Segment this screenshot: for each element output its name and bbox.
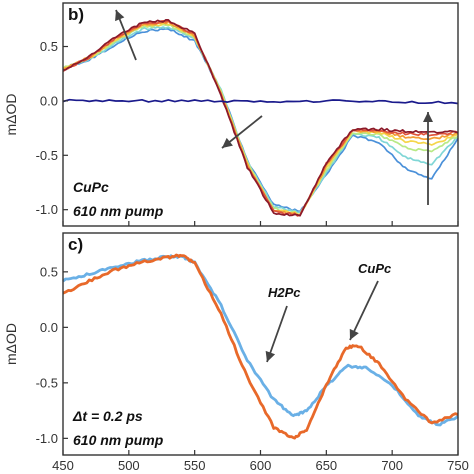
y-axis-label: mΔOD bbox=[3, 93, 19, 135]
panel-label: b) bbox=[68, 5, 84, 24]
series-label-cupc: CuPc bbox=[358, 261, 392, 276]
y-tick-label: 0.5 bbox=[40, 264, 58, 279]
y-tick-label: 0.5 bbox=[40, 39, 58, 54]
x-tick-label: 500 bbox=[118, 458, 140, 473]
x-tick-label: 750 bbox=[447, 458, 469, 473]
series-line-4 bbox=[63, 23, 458, 215]
series-label-h2pc: H2Pc bbox=[268, 285, 301, 300]
annotation-text: CuPc bbox=[73, 179, 109, 195]
x-tick-label: 550 bbox=[184, 458, 206, 473]
y-tick-label: -0.5 bbox=[36, 375, 58, 390]
y-tick-label: -0.5 bbox=[36, 148, 58, 163]
x-tick-label: 450 bbox=[52, 458, 74, 473]
y-tick-label: 0.0 bbox=[40, 320, 58, 335]
series-line-5 bbox=[63, 21, 458, 215]
y-tick-label: -1.0 bbox=[36, 431, 58, 446]
series-line-8 bbox=[63, 100, 458, 104]
panel-b: 0.5 0.0 -0.5 -1.0 mΔOD b) CuPc 610 nm pump bbox=[3, 3, 458, 226]
panel-label: c) bbox=[68, 235, 83, 254]
annotation-text: 610 nm pump bbox=[73, 432, 164, 448]
x-tick-label: 700 bbox=[381, 458, 403, 473]
x-tick-label: 600 bbox=[250, 458, 272, 473]
panel-c: 0.5 0.0 -0.5 -1.0 450 500 550 600 650 700 750 mΔOD c… bbox=[3, 233, 469, 473]
y-axis-label: mΔOD bbox=[3, 323, 19, 365]
y-tick-label: 0.0 bbox=[40, 93, 58, 108]
annotation-text: 610 nm pump bbox=[73, 203, 164, 219]
x-tick-label: 650 bbox=[315, 458, 337, 473]
annotation-text: Δt = 0.2 ps bbox=[72, 408, 143, 424]
trend-arrow-fall-head bbox=[222, 138, 233, 148]
trend-arrow-right-rise-head bbox=[423, 112, 433, 122]
y-tick-label: -1.0 bbox=[36, 202, 58, 217]
